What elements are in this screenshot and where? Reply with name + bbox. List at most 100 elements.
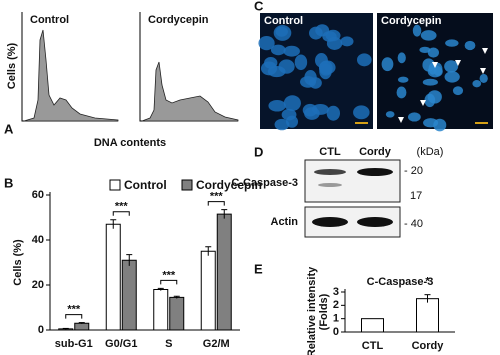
nucleus: [396, 86, 407, 99]
nucleus: [356, 53, 372, 67]
y-tick-label: 3: [333, 286, 339, 298]
nucleus: [268, 99, 286, 112]
bar: [153, 289, 169, 331]
image-sample: Cordycepin: [381, 15, 442, 27]
error-bar: [424, 294, 431, 303]
nucleus: [407, 112, 421, 122]
error-bar: [205, 246, 212, 256]
panel-label: B: [4, 175, 13, 190]
nucleus: [444, 60, 459, 73]
nucleus: [278, 59, 295, 74]
nucleus: [311, 103, 329, 115]
marker: - 20: [404, 165, 423, 177]
nucleus: [285, 115, 299, 128]
bar: [105, 223, 121, 331]
panel-label: A: [4, 121, 14, 136]
error-bar: [157, 287, 164, 291]
bar: [169, 296, 185, 331]
nucleus: [275, 26, 288, 37]
bar: [216, 213, 232, 331]
histogram-control: [21, 12, 119, 122]
y-tick-label: 20: [32, 279, 44, 291]
y-tick-label: 0: [333, 326, 339, 338]
legend-swatch: [109, 179, 121, 191]
nucleus: [479, 73, 488, 83]
nucleus: [452, 86, 464, 96]
marker: 17: [410, 190, 422, 202]
nucleus: [472, 80, 482, 88]
nucleus: [274, 118, 290, 131]
blot: [304, 159, 401, 203]
nucleus: [353, 105, 370, 120]
nucleus: [300, 76, 317, 88]
nucleus: [412, 24, 422, 37]
y-tick-label: 40: [32, 234, 44, 246]
error-bar: [110, 219, 117, 229]
nucleus: [397, 52, 406, 64]
nucleus: [264, 56, 278, 69]
nucleus: [258, 36, 275, 51]
error-bar: [221, 209, 228, 219]
y-tick-label: 2: [333, 299, 339, 311]
band: [357, 217, 393, 227]
nucleus: [340, 36, 354, 47]
flow-sample: Control: [30, 14, 69, 26]
band: [357, 168, 393, 176]
lane-label: CTL: [319, 146, 341, 158]
nucleus: [381, 57, 394, 72]
band: [314, 169, 346, 175]
nucleus: [326, 105, 341, 121]
band: [312, 217, 348, 227]
significance: *: [425, 276, 430, 288]
significance: ***: [162, 269, 176, 281]
y-axis-label: (Folds): [318, 293, 330, 330]
marker: - 40: [404, 218, 423, 230]
error-bar: [62, 327, 69, 330]
nucleus: [283, 45, 300, 57]
x-tick-label: S: [165, 338, 172, 350]
legend-label: Control: [124, 178, 167, 192]
y-tick-label: 1: [333, 313, 339, 325]
x-tick-label: Cordy: [412, 340, 445, 352]
nucleus: [427, 90, 442, 104]
error-bar: [126, 254, 133, 266]
bar: [74, 322, 90, 331]
error-bar: [78, 322, 85, 324]
nucleus: [427, 47, 439, 58]
nucleus: [283, 95, 301, 112]
significance-bracket: [160, 279, 178, 285]
significance: ***: [115, 201, 129, 213]
y-tick-label: 0: [38, 324, 44, 336]
lane-label: Cordy: [359, 146, 392, 158]
significance: ***: [210, 191, 224, 203]
nucleus: [309, 26, 323, 40]
panel-label: D: [254, 144, 263, 159]
error-bar: [173, 295, 180, 299]
nucleus: [385, 111, 395, 118]
significance-bracket: [112, 211, 130, 216]
nucleus: [444, 71, 460, 83]
nucleus: [319, 63, 332, 80]
x-tick-label: sub-G1: [55, 338, 93, 350]
flow-sample: Cordycepin: [148, 14, 209, 26]
flow-y-label: Cells (%): [6, 42, 18, 89]
y-axis-label: Cells (%): [12, 239, 24, 286]
band-label: C-Caspase-3: [231, 177, 298, 189]
significance: ***: [67, 303, 81, 315]
nucleus: [464, 40, 476, 51]
chart-title: C-Caspase-3: [367, 276, 434, 288]
y-tick-label: 60: [32, 189, 44, 201]
x-tick-label: G0/G1: [105, 338, 137, 350]
panel-label: C: [254, 0, 264, 13]
significance-bracket: [65, 314, 83, 319]
band-label: Actin: [271, 216, 299, 228]
x-tick-label: CTL: [362, 340, 384, 352]
legend-swatch: [181, 179, 193, 191]
bar: [121, 259, 137, 331]
legend-label: Cordycepin: [196, 178, 262, 192]
bar: [416, 298, 439, 333]
nucleus: [445, 39, 459, 47]
nucleus: [294, 54, 308, 71]
arrows: [398, 48, 488, 123]
